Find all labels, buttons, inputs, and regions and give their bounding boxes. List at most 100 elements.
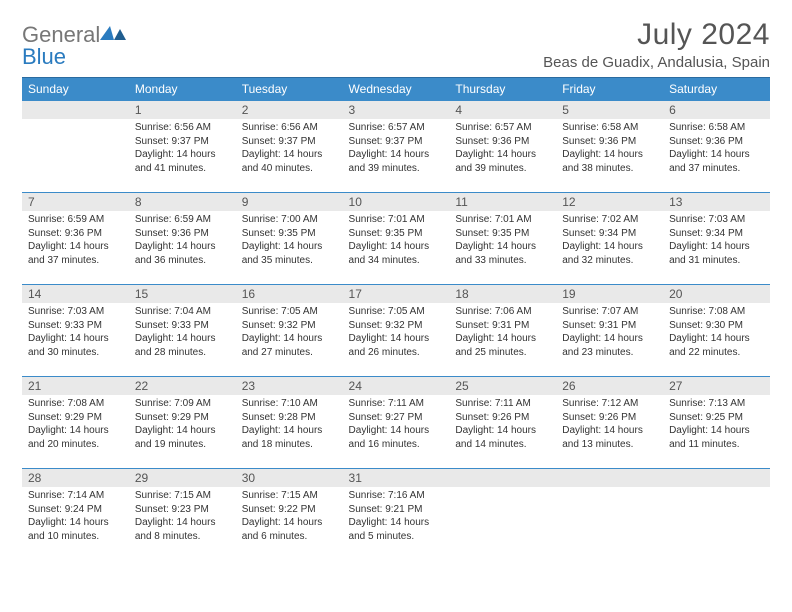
day-body: Sunrise: 6:56 AMSunset: 9:37 PMDaylight:… bbox=[129, 119, 236, 179]
sunset-line: Sunset: 9:22 PM bbox=[242, 503, 337, 517]
day-cell: 13 Sunrise: 7:03 AMSunset: 9:34 PMDayligh… bbox=[663, 192, 770, 284]
calendar-body: 1Sunrise: 6:56 AMSunset: 9:37 PMDaylight… bbox=[22, 100, 770, 560]
day-cell: 27Sunrise: 7:13 AMSunset: 9:25 PMDayligh… bbox=[663, 376, 770, 468]
sunrise-line: Sunrise: 7:04 AM bbox=[135, 305, 230, 319]
sunrise-line: Sunrise: 6:56 AM bbox=[135, 121, 230, 135]
calendar-table: SundayMondayTuesdayWednesdayThursdayFrid… bbox=[22, 77, 770, 560]
logo-word-blue: Blue bbox=[22, 44, 66, 69]
empty-cell bbox=[663, 468, 770, 560]
calendar-row: 7Sunrise: 6:59 AMSunset: 9:36 PMDaylight… bbox=[22, 192, 770, 284]
daylight-line: Daylight: 14 hours and 13 minutes. bbox=[562, 424, 657, 451]
daylight-line: Daylight: 14 hours and 31 minutes. bbox=[669, 240, 764, 267]
day-number: 19 bbox=[556, 284, 663, 303]
daylight-line: Daylight: 14 hours and 39 minutes. bbox=[455, 148, 550, 175]
day-body: Sunrise: 7:04 AMSunset: 9:33 PMDaylight:… bbox=[129, 303, 236, 363]
sunset-line: Sunset: 9:35 PM bbox=[349, 227, 444, 241]
sunrise-line: Sunrise: 7:03 AM bbox=[28, 305, 123, 319]
sunset-line: Sunset: 9:28 PM bbox=[242, 411, 337, 425]
day-number: 31 bbox=[343, 468, 450, 487]
day-cell: 4Sunrise: 6:57 AMSunset: 9:36 PMDaylight… bbox=[449, 100, 556, 192]
calendar-row: 28Sunrise: 7:14 AMSunset: 9:24 PMDayligh… bbox=[22, 468, 770, 560]
calendar-row: 14Sunrise: 7:03 AMSunset: 9:33 PMDayligh… bbox=[22, 284, 770, 376]
day-cell: 9Sunrise: 7:00 AMSunset: 9:35 PMDaylight… bbox=[236, 192, 343, 284]
day-number: 25 bbox=[449, 376, 556, 395]
sunrise-line: Sunrise: 7:08 AM bbox=[28, 397, 123, 411]
day-number: 3 bbox=[343, 100, 450, 119]
daylight-line: Daylight: 14 hours and 32 minutes. bbox=[562, 240, 657, 267]
day-cell: 22Sunrise: 7:09 AMSunset: 9:29 PMDayligh… bbox=[129, 376, 236, 468]
weekday-header: Thursday bbox=[449, 78, 556, 101]
sunrise-line: Sunrise: 7:05 AM bbox=[349, 305, 444, 319]
day-body: Sunrise: 7:14 AMSunset: 9:24 PMDaylight:… bbox=[22, 487, 129, 547]
sunset-line: Sunset: 9:33 PM bbox=[28, 319, 123, 333]
sunrise-line: Sunrise: 7:08 AM bbox=[669, 305, 764, 319]
sunrise-line: Sunrise: 7:16 AM bbox=[349, 489, 444, 503]
day-body: Sunrise: 6:58 AMSunset: 9:36 PMDaylight:… bbox=[663, 119, 770, 179]
day-cell: 2Sunrise: 6:56 AMSunset: 9:37 PMDaylight… bbox=[236, 100, 343, 192]
day-number: 21 bbox=[22, 376, 129, 395]
day-body: Sunrise: 7:01 AMSunset: 9:35 PMDaylight:… bbox=[343, 211, 450, 271]
day-number: 11 bbox=[449, 192, 556, 211]
weekday-header: Friday bbox=[556, 78, 663, 101]
sunrise-line: Sunrise: 6:58 AM bbox=[669, 121, 764, 135]
sunset-line: Sunset: 9:26 PM bbox=[562, 411, 657, 425]
day-cell: 7Sunrise: 6:59 AMSunset: 9:36 PMDaylight… bbox=[22, 192, 129, 284]
sunrise-line: Sunrise: 6:59 AM bbox=[135, 213, 230, 227]
sunrise-line: Sunrise: 7:12 AM bbox=[562, 397, 657, 411]
sunset-line: Sunset: 9:34 PM bbox=[669, 227, 764, 241]
sunset-line: Sunset: 9:23 PM bbox=[135, 503, 230, 517]
sunrise-line: Sunrise: 7:10 AM bbox=[242, 397, 337, 411]
header-right: July 2024 Beas de Guadix, Andalusia, Spa… bbox=[543, 18, 770, 71]
weekday-header: Wednesday bbox=[343, 78, 450, 101]
day-number: 9 bbox=[236, 192, 343, 211]
sunrise-line: Sunrise: 6:56 AM bbox=[242, 121, 337, 135]
day-cell: 28Sunrise: 7:14 AMSunset: 9:24 PMDayligh… bbox=[22, 468, 129, 560]
day-cell: 10Sunrise: 7:01 AMSunset: 9:35 PMDayligh… bbox=[343, 192, 450, 284]
day-body: Sunrise: 7:08 AMSunset: 9:29 PMDaylight:… bbox=[22, 395, 129, 455]
sunrise-line: Sunrise: 7:15 AM bbox=[135, 489, 230, 503]
day-body: Sunrise: 6:57 AMSunset: 9:36 PMDaylight:… bbox=[449, 119, 556, 179]
sunset-line: Sunset: 9:37 PM bbox=[135, 135, 230, 149]
day-cell: 12Sunrise: 7:02 AMSunset: 9:34 PMDayligh… bbox=[556, 192, 663, 284]
day-cell: 3Sunrise: 6:57 AMSunset: 9:37 PMDaylight… bbox=[343, 100, 450, 192]
location-label: Beas de Guadix, Andalusia, Spain bbox=[543, 54, 770, 71]
day-cell: 30Sunrise: 7:15 AMSunset: 9:22 PMDayligh… bbox=[236, 468, 343, 560]
day-number: 13 bbox=[663, 192, 770, 211]
weekday-header: Sunday bbox=[22, 78, 129, 101]
sunrise-line: Sunrise: 7:03 AM bbox=[669, 213, 764, 227]
day-number-empty bbox=[556, 468, 663, 487]
sunset-line: Sunset: 9:36 PM bbox=[562, 135, 657, 149]
logo-text: General Blue bbox=[22, 24, 126, 68]
day-body: Sunrise: 7:16 AMSunset: 9:21 PMDaylight:… bbox=[343, 487, 450, 547]
daylight-line: Daylight: 14 hours and 36 minutes. bbox=[135, 240, 230, 267]
sunset-line: Sunset: 9:36 PM bbox=[135, 227, 230, 241]
day-number: 27 bbox=[663, 376, 770, 395]
day-number: 6 bbox=[663, 100, 770, 119]
day-cell: 29Sunrise: 7:15 AMSunset: 9:23 PMDayligh… bbox=[129, 468, 236, 560]
day-number: 4 bbox=[449, 100, 556, 119]
day-body: Sunrise: 7:02 AMSunset: 9:34 PMDaylight:… bbox=[556, 211, 663, 271]
daylight-line: Daylight: 14 hours and 35 minutes. bbox=[242, 240, 337, 267]
sunset-line: Sunset: 9:34 PM bbox=[562, 227, 657, 241]
weekday-header: Saturday bbox=[663, 78, 770, 101]
daylight-line: Daylight: 14 hours and 41 minutes. bbox=[135, 148, 230, 175]
daylight-line: Daylight: 14 hours and 38 minutes. bbox=[562, 148, 657, 175]
sunset-line: Sunset: 9:29 PM bbox=[135, 411, 230, 425]
sunset-line: Sunset: 9:29 PM bbox=[28, 411, 123, 425]
daylight-line: Daylight: 14 hours and 37 minutes. bbox=[669, 148, 764, 175]
day-body: Sunrise: 7:10 AMSunset: 9:28 PMDaylight:… bbox=[236, 395, 343, 455]
day-body: Sunrise: 7:05 AMSunset: 9:32 PMDaylight:… bbox=[236, 303, 343, 363]
weekday-header: Monday bbox=[129, 78, 236, 101]
day-number: 1 bbox=[129, 100, 236, 119]
day-number: 17 bbox=[343, 284, 450, 303]
daylight-line: Daylight: 14 hours and 34 minutes. bbox=[349, 240, 444, 267]
day-body: Sunrise: 7:01 AMSunset: 9:35 PMDaylight:… bbox=[449, 211, 556, 271]
empty-cell bbox=[556, 468, 663, 560]
day-body: Sunrise: 7:05 AMSunset: 9:32 PMDaylight:… bbox=[343, 303, 450, 363]
sunrise-line: Sunrise: 7:00 AM bbox=[242, 213, 337, 227]
sunrise-line: Sunrise: 7:01 AM bbox=[455, 213, 550, 227]
day-cell: 8Sunrise: 6:59 AMSunset: 9:36 PMDaylight… bbox=[129, 192, 236, 284]
day-number: 29 bbox=[129, 468, 236, 487]
day-body: Sunrise: 7:15 AMSunset: 9:22 PMDaylight:… bbox=[236, 487, 343, 547]
empty-cell bbox=[22, 100, 129, 192]
